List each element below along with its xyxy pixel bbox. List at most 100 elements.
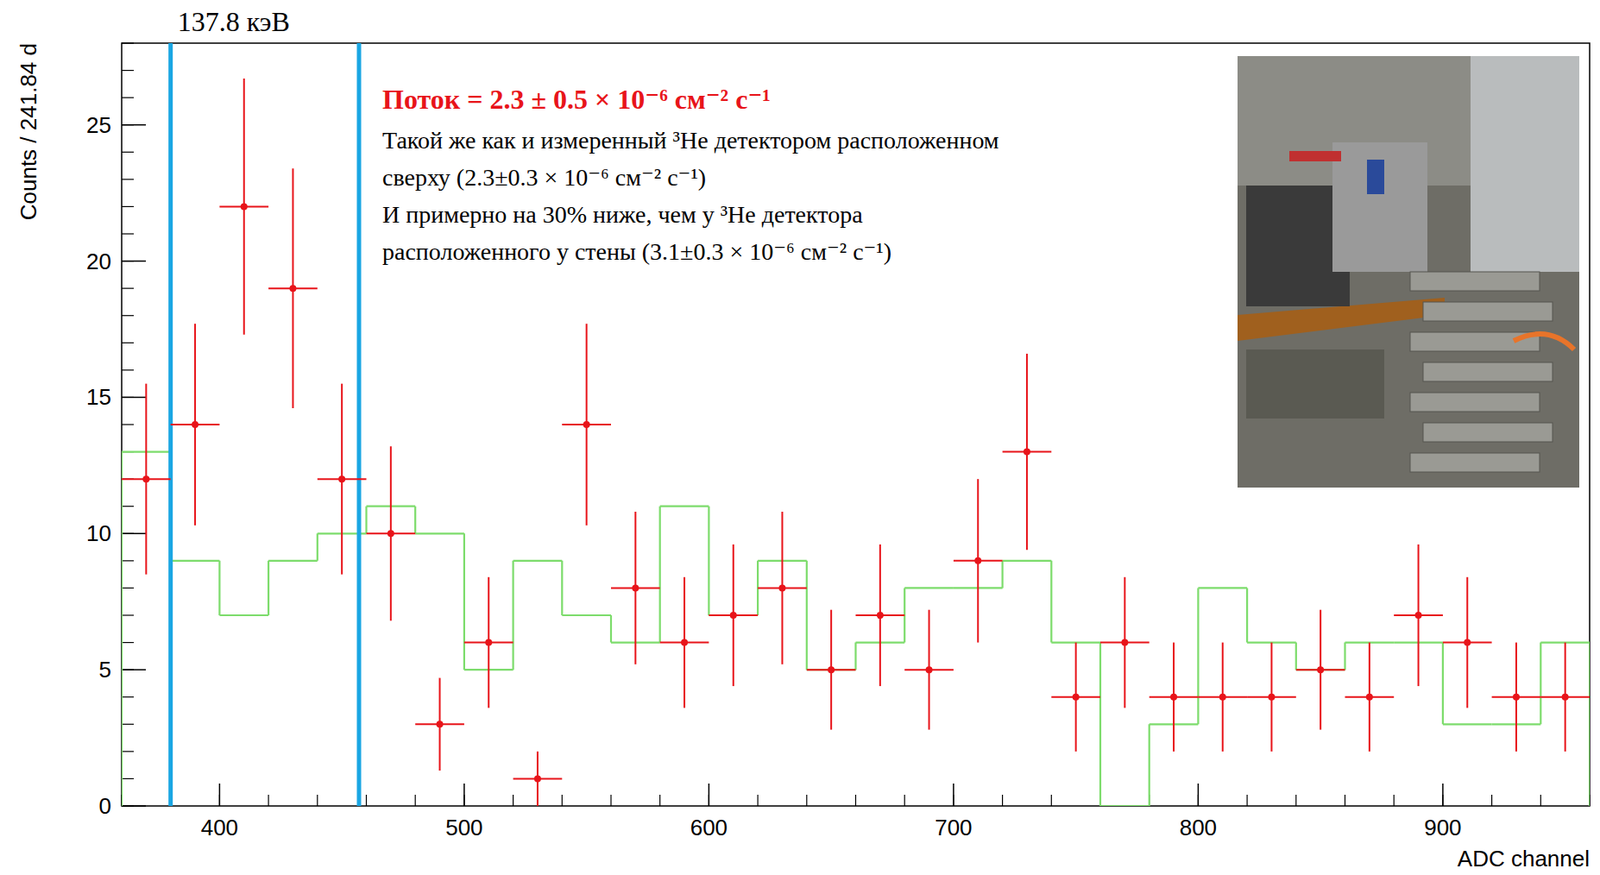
marker	[1121, 639, 1128, 647]
y-tick	[121, 668, 146, 671]
hist-step	[1442, 723, 1493, 725]
x-minor-tick	[1197, 794, 1199, 807]
x-minor-tick	[659, 794, 661, 807]
x-minor-tick	[1540, 794, 1542, 807]
marker	[1512, 693, 1520, 701]
data-point	[660, 577, 710, 709]
y-minor-tick	[121, 423, 134, 425]
data-point	[1296, 610, 1346, 731]
x-tick	[708, 783, 711, 807]
photo-board	[1289, 151, 1342, 162]
x-minor-tick	[855, 794, 857, 807]
photo-lead-brick	[1423, 362, 1553, 382]
y-minor-tick	[121, 560, 134, 561]
x-tick-label: 400	[201, 814, 239, 841]
marker	[827, 666, 835, 674]
data-point	[1002, 353, 1052, 550]
marker	[534, 774, 542, 782]
data-point	[268, 168, 318, 409]
data-point	[1149, 642, 1199, 752]
x-tick-label: 700	[934, 814, 972, 841]
marker	[1463, 639, 1471, 647]
y-minor-tick	[121, 206, 134, 208]
y-minor-tick	[121, 97, 134, 99]
data-point	[561, 323, 612, 526]
x-minor-tick	[1491, 794, 1493, 807]
hist-step	[513, 560, 563, 562]
marker-label: 137.8 кэВ	[177, 6, 290, 38]
x-tick-label: 800	[1179, 814, 1217, 841]
data-point	[1345, 642, 1395, 752]
y-tick	[121, 805, 146, 807]
y-tick-label: 15	[86, 384, 112, 410]
photo-plastic	[1470, 56, 1580, 272]
marker	[778, 584, 786, 592]
x-minor-tick	[1393, 794, 1395, 807]
x-tick	[219, 783, 221, 807]
y-tick-label: 25	[86, 112, 112, 139]
data-point	[1051, 642, 1101, 752]
y-axis-title: Counts / 241.84 d	[15, 43, 42, 221]
marker	[876, 611, 884, 619]
data-point	[1100, 577, 1150, 709]
data-point	[1540, 642, 1590, 752]
x-minor-tick	[806, 794, 807, 807]
photo-module	[1366, 159, 1385, 195]
x-axis-title: ADC channel	[1457, 845, 1590, 872]
marker	[1267, 693, 1275, 701]
hist-step	[904, 586, 954, 589]
x-minor-tick	[1001, 794, 1003, 807]
x-tick	[463, 783, 466, 807]
plot-frame	[121, 43, 1590, 807]
y-minor-tick	[121, 178, 134, 180]
y-minor-tick	[121, 750, 134, 752]
marker	[1562, 693, 1569, 701]
x-minor-tick	[463, 794, 465, 807]
photo-lead-brick	[1423, 302, 1553, 322]
marker	[338, 475, 346, 483]
marker	[1023, 448, 1031, 456]
y-tick-label: 0	[99, 793, 112, 819]
y-minor-tick	[121, 533, 134, 535]
x-minor-tick	[1295, 794, 1297, 807]
y-minor-tick	[121, 151, 134, 153]
data-point	[757, 511, 807, 665]
y-minor-tick	[121, 614, 134, 616]
marker	[730, 611, 738, 619]
hist-step	[561, 614, 612, 617]
chart: 4005006007008009000510152025ADC channelC…	[0, 0, 1600, 875]
y-tick-label: 10	[86, 520, 112, 547]
marker	[289, 284, 297, 292]
y-minor-tick	[121, 124, 134, 126]
y-tick	[121, 396, 146, 399]
y-minor-tick	[121, 805, 134, 807]
y-minor-tick	[121, 724, 134, 725]
y-minor-tick	[121, 696, 134, 698]
x-minor-tick	[316, 794, 318, 807]
data-point	[415, 678, 465, 771]
marker	[436, 720, 444, 728]
hist-step	[660, 505, 710, 508]
marker	[1072, 693, 1080, 701]
annotation: И примерно на 30% ниже, чем у ³He детект…	[382, 201, 863, 228]
hist-step	[1197, 586, 1248, 589]
marker	[583, 421, 591, 429]
x-minor-tick	[1442, 794, 1443, 807]
y-minor-tick	[121, 233, 134, 234]
marker	[925, 666, 933, 674]
y-minor-tick	[121, 260, 134, 262]
data-point	[1197, 642, 1248, 752]
x-tick-label: 500	[445, 814, 483, 841]
data-point	[953, 478, 1003, 643]
y-minor-tick	[121, 396, 134, 398]
x-minor-tick	[756, 794, 758, 807]
y-minor-tick	[121, 505, 134, 507]
photo-lead-brick	[1423, 422, 1553, 442]
y-tick-label: 5	[99, 656, 112, 683]
hist-step	[268, 560, 318, 562]
photo-lead-brick	[1410, 453, 1540, 473]
y-tick-label: 20	[86, 248, 112, 275]
hist-step	[219, 614, 269, 617]
x-minor-tick	[415, 794, 416, 807]
photo-table	[1246, 349, 1385, 419]
